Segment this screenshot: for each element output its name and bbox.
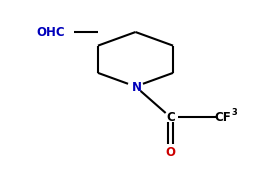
Text: C: C: [166, 111, 175, 124]
Text: O: O: [165, 146, 175, 159]
Text: 3: 3: [231, 108, 237, 117]
Text: OHC: OHC: [37, 26, 65, 39]
Text: CF: CF: [215, 111, 231, 124]
Text: N: N: [132, 81, 142, 94]
